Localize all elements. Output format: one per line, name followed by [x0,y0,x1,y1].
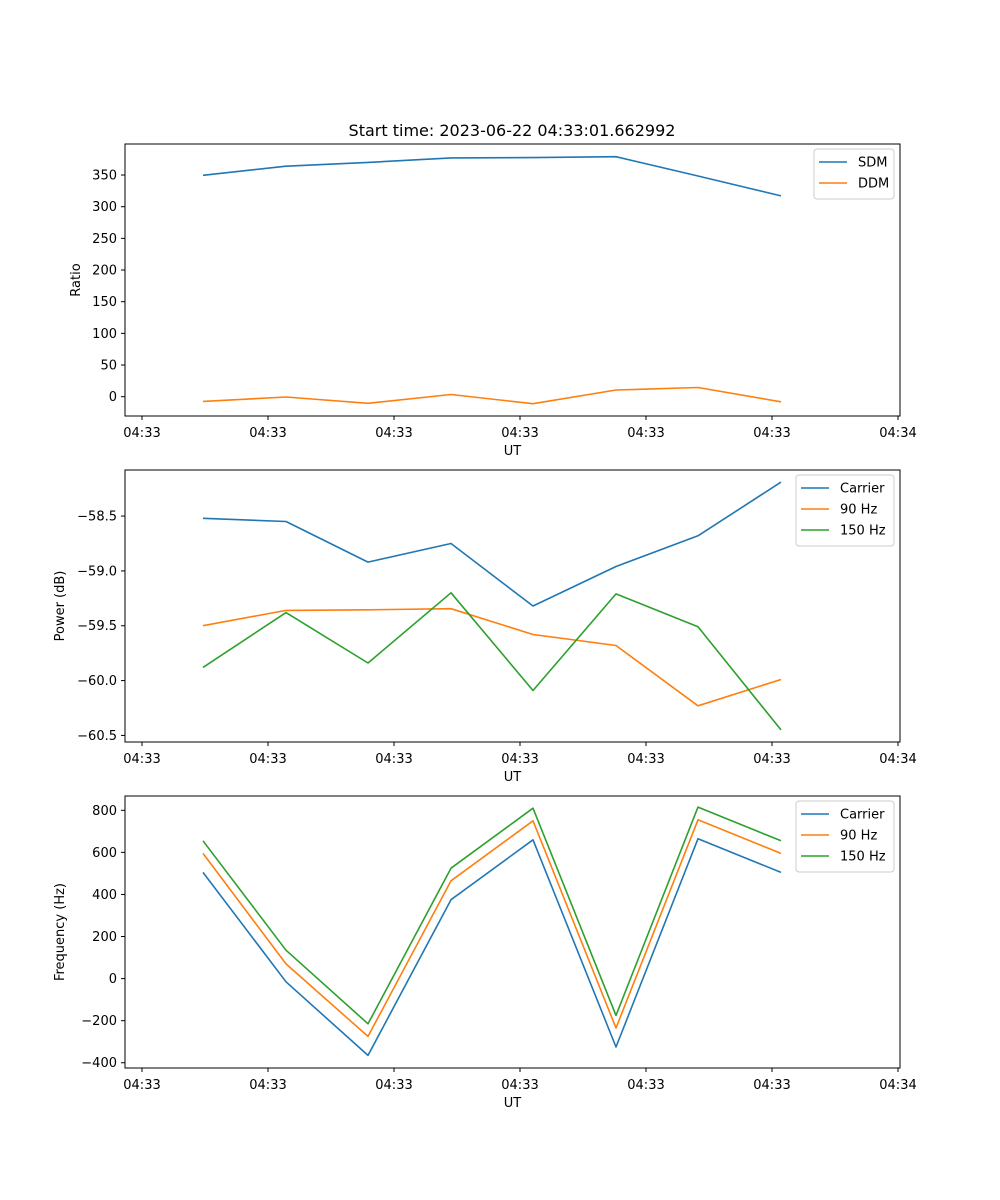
y-tick-label: −58.5 [77,510,117,525]
x-tick-label: 04:33 [375,1078,412,1093]
legend-label: 150 Hz [840,524,886,539]
legend-label: SDM [858,156,887,171]
x-tick-label: 04:33 [249,1078,286,1093]
legend-label: Carrier [840,808,885,823]
series-line-2 [202,818,782,1038]
y-tick-label: −60.5 [77,729,117,744]
legend-label: Carrier [840,482,885,497]
y-tick-label: 350 [92,169,117,184]
x-tick-label: 04:33 [753,1078,790,1093]
x-tick-label: 04:33 [753,752,790,767]
x-tick-label: 04:33 [627,1078,664,1093]
y-tick-label: 0 [109,390,117,405]
legend-label: 90 Hz [840,503,877,518]
legend-label: DDM [858,177,889,192]
x-tick-label: 04:33 [627,752,664,767]
plot-frame [124,795,901,1069]
x-tick-label: 04:34 [879,752,916,767]
y-tick-label: 800 [92,804,117,819]
x-tick-label: 04:33 [753,426,790,441]
legend-box [795,474,895,547]
x-tick-label: 04:33 [501,752,538,767]
legend-label: 90 Hz [840,829,877,844]
y-axis-label: Power (dB) [53,571,68,642]
x-tick-label: 04:33 [501,1078,538,1093]
legend: Carrier 90 Hz 150 Hz [795,800,895,873]
charts-container: 04:33 04:33 04:33 04:33 04:33 04:33 04:34 0 50 10… [53,143,917,1111]
y-tick-label: −59.0 [77,564,117,579]
x-axis-label: UT [504,1096,522,1111]
y-axis-label: Ratio [69,263,84,296]
y-axis-label: Frequency (Hz) [53,883,68,981]
series-line-1 [202,837,782,1057]
x-tick-label: 04:33 [123,1078,160,1093]
x-tick-label: 04:33 [375,426,412,441]
legend-box [795,800,895,873]
y-tick-label: 250 [92,232,117,247]
series-line-2 [202,386,782,405]
x-tick-label: 04:34 [879,426,916,441]
legend: SDM DDM [813,148,895,200]
series-line-1 [202,155,782,197]
y-tick-label: 150 [92,295,117,310]
series-line-2 [202,607,782,707]
y-tick-label: 400 [92,888,117,903]
legend: Carrier 90 Hz 150 Hz [795,474,895,547]
y-tick-label: −60.0 [77,674,117,689]
y-tick-label: 100 [92,327,117,342]
x-tick-label: 04:33 [501,426,538,441]
y-tick-label: 0 [109,972,117,987]
chart-panel-2: 04:33 04:33 04:33 04:33 04:33 04:33 04:34 −60.5… [53,469,917,785]
x-tick-label: 04:33 [249,426,286,441]
y-tick-label: 200 [92,930,117,945]
legend-label: 150 Hz [840,850,886,865]
y-tick-label: −59.5 [77,619,117,634]
x-tick-label: 04:33 [123,752,160,767]
figure-title: Start time: 2023-06-22 04:33:01.662992 [349,121,676,140]
y-tick-label: 200 [92,264,117,279]
series-line-3 [202,591,782,731]
x-axis-label: UT [504,770,522,785]
x-axis-label: UT [504,444,522,459]
plot-frame [124,469,901,743]
chart-panel-3: 04:33 04:33 04:33 04:33 04:33 04:33 04:34 −400 −… [53,795,917,1111]
y-tick-label: −400 [81,1056,117,1071]
x-tick-label: 04:33 [249,752,286,767]
chart-panel-1: 04:33 04:33 04:33 04:33 04:33 04:33 04:34 0 50 10… [69,143,917,459]
x-tick-label: 04:34 [879,1078,916,1093]
plot-frame [124,143,901,417]
y-tick-label: 50 [100,359,117,374]
y-tick-label: 300 [92,200,117,215]
x-tick-label: 04:33 [123,426,160,441]
series-line-1 [202,481,782,607]
x-tick-label: 04:33 [375,752,412,767]
y-tick-label: 600 [92,846,117,861]
y-tick-label: −200 [81,1014,117,1029]
x-tick-label: 04:33 [627,426,664,441]
series-line-3 [202,806,782,1025]
